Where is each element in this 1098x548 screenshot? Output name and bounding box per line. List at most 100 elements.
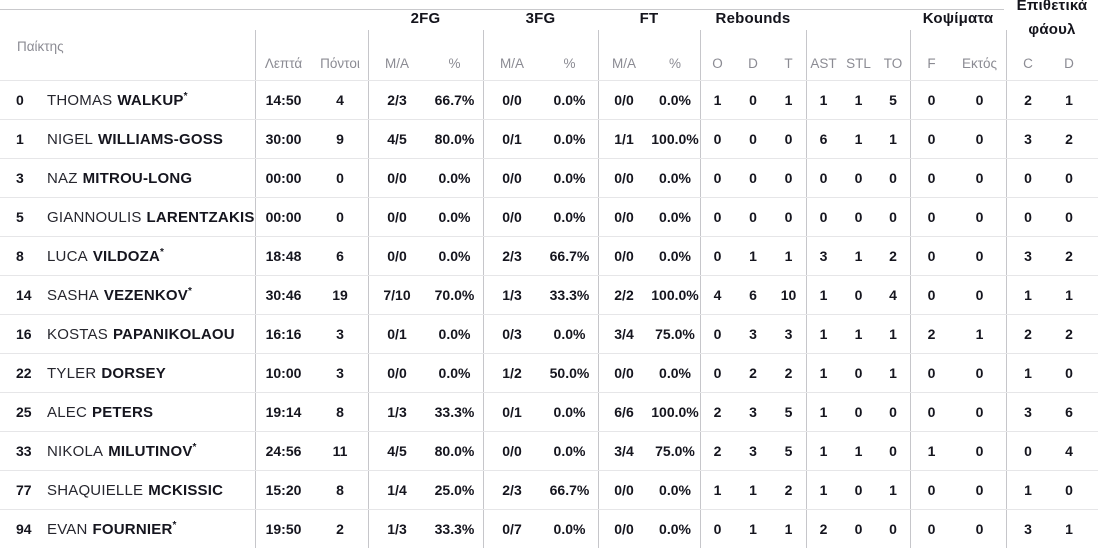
2fg-percent-cell: 33.3%: [434, 521, 475, 537]
player-first-name: NIGEL: [47, 130, 94, 148]
jersey-number: 14: [16, 287, 32, 303]
3fg-made-attempted-cell: 0/0: [502, 209, 522, 225]
player-row: 25 ALEC PETERS 19:14 8 1/3 33.3% 0/1 0.0%…: [0, 392, 1098, 431]
3fg-made-attempted-cell: 0/0: [502, 92, 522, 108]
column-header-ft-ma: M/A: [611, 56, 636, 71]
2fg-percent-cell: 0.0%: [438, 248, 471, 264]
ft-percent-cell: 100.0%: [651, 404, 699, 420]
3fg-percent-cell: 50.0%: [549, 365, 590, 381]
assists-cell: 1: [819, 92, 828, 108]
defensive-rebounds-cell: 3: [749, 326, 757, 342]
column-header-player: Παίκτης: [17, 39, 64, 54]
steals-cell: 0: [854, 482, 863, 498]
jersey-number: 3: [16, 170, 24, 186]
minutes-cell: 00:00: [265, 209, 302, 225]
steals-cell: 0: [854, 170, 863, 186]
2fg-percent-cell: 0.0%: [438, 365, 471, 381]
player-name: THOMAS WALKUP*: [47, 90, 188, 109]
offensive-rebounds-cell: 1: [713, 482, 722, 498]
player-cell: 25 ALEC PETERS: [0, 404, 255, 421]
points-cell: 8: [336, 404, 344, 420]
column-header-reb-total: T: [784, 56, 793, 71]
ft-percent-cell: 75.0%: [655, 326, 695, 342]
ft-made-attempted-cell: 6/6: [614, 404, 634, 420]
blocks-for-cell: 0: [927, 209, 936, 225]
offensive-rebounds-cell: 0: [713, 521, 722, 537]
blocks-for-cell: 0: [927, 365, 936, 381]
minutes-cell: 00:00: [265, 170, 302, 186]
group-header-blocks: Κοψίματα: [922, 10, 994, 27]
steals-cell: 0: [854, 287, 863, 303]
ft-percent-cell: 0.0%: [659, 248, 691, 264]
ft-percent-cell: 0.0%: [659, 170, 691, 186]
player-row: 8 LUCA VILDOZA* 18:48 6 0/0 0.0% 2/3 66.7…: [0, 236, 1098, 275]
column-header-3fg-pct: %: [563, 56, 576, 71]
turnovers-cell: 0: [889, 521, 897, 537]
3fg-made-attempted-cell: 1/3: [502, 287, 522, 303]
3fg-made-attempted-cell: 0/0: [502, 170, 522, 186]
blocks-against-cell: 0: [975, 287, 984, 303]
points-cell: 6: [336, 248, 344, 264]
total-rebounds-cell: 5: [784, 443, 793, 459]
player-cell: 16 KOSTAS PAPANIKOLAOU: [0, 326, 255, 343]
blocks-against-cell: 0: [975, 443, 984, 459]
table-body: 0 THOMAS WALKUP* 14:50 4 2/3 66.7% 0/0 0.…: [0, 80, 1098, 548]
steals-cell: 1: [854, 326, 863, 342]
total-rebounds-cell: 0: [784, 131, 793, 147]
ft-made-attempted-cell: 0/0: [614, 521, 634, 537]
column-header-fouls-drawn: D: [1064, 56, 1074, 71]
ft-percent-cell: 0.0%: [659, 209, 691, 225]
3fg-percent-cell: 0.0%: [553, 521, 586, 537]
group-header-offensive-fouls: Επιθετικά φάουλ: [1006, 0, 1098, 42]
2fg-percent-cell: 70.0%: [434, 287, 475, 303]
turnovers-cell: 0: [889, 404, 897, 420]
total-rebounds-cell: 2: [784, 482, 793, 498]
offensive-rebounds-cell: 0: [713, 248, 722, 264]
player-row: 77 SHAQUIELLE MCKISSIC 15:20 8 1/4 25.0% …: [0, 470, 1098, 509]
points-cell: 3: [336, 326, 344, 342]
ft-percent-cell: 0.0%: [659, 365, 691, 381]
player-first-name: LUCA: [47, 247, 88, 265]
offensive-rebounds-cell: 0: [713, 131, 722, 147]
turnovers-cell: 1: [889, 326, 897, 342]
blocks-for-cell: 0: [927, 248, 936, 264]
column-header-fouls-committed: C: [1023, 56, 1033, 71]
player-name: SASHA VEZENKOV*: [47, 286, 192, 304]
turnovers-cell: 1: [889, 482, 897, 498]
column-divider: [700, 30, 701, 548]
column-divider: [368, 30, 369, 548]
offensive-rebounds-cell: 0: [713, 209, 722, 225]
fouls-committed-cell: 3: [1024, 248, 1032, 264]
assists-cell: 1: [819, 287, 828, 303]
3fg-made-attempted-cell: 0/1: [502, 131, 522, 147]
fouls-drawn-cell: 2: [1065, 326, 1073, 342]
starter-asterisk: *: [183, 90, 188, 102]
3fg-made-attempted-cell: 2/3: [502, 248, 522, 264]
blocks-for-cell: 0: [927, 482, 936, 498]
fouls-committed-cell: 3: [1024, 521, 1032, 537]
player-first-name: KOSTAS: [47, 325, 108, 343]
3fg-percent-cell: 0.0%: [553, 131, 586, 147]
fouls-committed-cell: 1: [1024, 287, 1032, 303]
total-rebounds-cell: 1: [784, 92, 793, 108]
fouls-committed-cell: 1: [1024, 365, 1032, 381]
3fg-percent-cell: 0.0%: [553, 170, 586, 186]
table-top-border: [0, 9, 1004, 10]
column-divider: [910, 30, 911, 548]
blocks-for-cell: 0: [927, 131, 936, 147]
starter-asterisk: *: [192, 441, 197, 453]
player-name: TYLER DORSEY: [47, 365, 166, 382]
offensive-rebounds-cell: 4: [713, 287, 722, 303]
assists-cell: 6: [819, 131, 828, 147]
minutes-cell: 19:50: [265, 521, 302, 537]
points-cell: 4: [336, 92, 344, 108]
column-header-reb-defensive: D: [748, 56, 758, 71]
jersey-number: 22: [16, 365, 32, 381]
player-last-name: WALKUP: [117, 91, 184, 109]
steals-cell: 0: [854, 521, 863, 537]
player-cell: 33 NIKOLA MILUTINOV*: [0, 441, 255, 460]
player-name: KOSTAS PAPANIKOLAOU: [47, 326, 235, 343]
fouls-drawn-cell: 1: [1065, 92, 1073, 108]
2fg-made-attempted-cell: 4/5: [387, 131, 407, 147]
player-last-name: PETERS: [92, 403, 154, 421]
